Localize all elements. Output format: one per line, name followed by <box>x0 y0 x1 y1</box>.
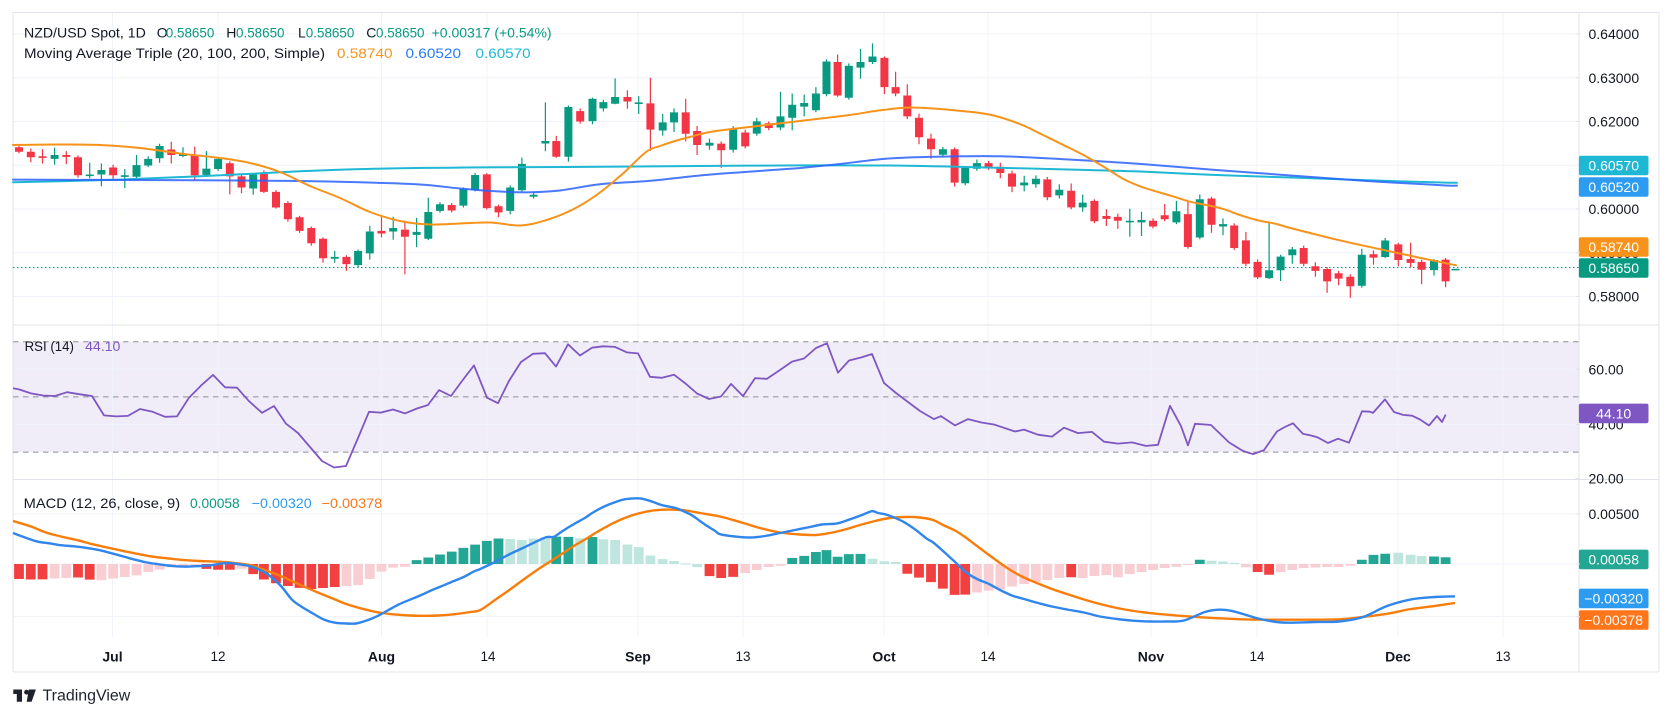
svg-text:0.64000: 0.64000 <box>1589 26 1640 42</box>
svg-text:Aug: Aug <box>368 648 395 664</box>
svg-text:−0.00378: −0.00378 <box>322 495 383 511</box>
svg-text:Moving Average Triple (20, 100: Moving Average Triple (20, 100, 200, Sim… <box>24 45 325 61</box>
svg-text:12: 12 <box>210 649 225 664</box>
svg-text:MACD (12, 26, close, 9): MACD (12, 26, close, 9) <box>24 495 180 511</box>
svg-text:0.60570: 0.60570 <box>476 45 531 61</box>
svg-text:L: L <box>298 25 306 41</box>
svg-text:0.58650: 0.58650 <box>1588 260 1639 276</box>
svg-text:Dec: Dec <box>1385 648 1411 664</box>
svg-text:0.58740: 0.58740 <box>337 45 393 61</box>
svg-text:0.62000: 0.62000 <box>1589 114 1640 130</box>
svg-text:44.10: 44.10 <box>85 338 120 354</box>
svg-text:0.00058: 0.00058 <box>190 495 240 511</box>
svg-text:−0.00320: −0.00320 <box>1584 590 1643 606</box>
svg-text:20.00: 20.00 <box>1589 470 1624 486</box>
svg-text:13: 13 <box>735 649 750 664</box>
svg-text:0.58650: 0.58650 <box>236 25 285 41</box>
svg-text:Nov: Nov <box>1138 648 1165 664</box>
svg-text:14: 14 <box>1249 649 1265 664</box>
svg-text:H: H <box>226 25 236 41</box>
svg-text:C: C <box>366 25 376 41</box>
svg-text:13: 13 <box>1495 649 1510 664</box>
svg-text:0.60520: 0.60520 <box>1588 179 1639 195</box>
svg-text:−0.00320: −0.00320 <box>252 495 312 511</box>
svg-text:0.60000: 0.60000 <box>1589 201 1640 217</box>
svg-text:TradingView: TradingView <box>43 688 132 705</box>
svg-text:+0.00317 (+0.54%): +0.00317 (+0.54%) <box>432 25 552 41</box>
svg-text:−0.00378: −0.00378 <box>1584 612 1643 628</box>
svg-text:O: O <box>157 25 168 41</box>
svg-text:14: 14 <box>980 649 996 664</box>
svg-text:Jul: Jul <box>102 648 122 664</box>
svg-text:0.60520: 0.60520 <box>406 45 462 61</box>
svg-text:0.58650: 0.58650 <box>376 25 425 41</box>
svg-text:RSI (14): RSI (14) <box>25 338 74 354</box>
svg-text:0.60570: 0.60570 <box>1588 158 1639 174</box>
svg-text:14: 14 <box>480 649 496 664</box>
svg-text:0.58740: 0.58740 <box>1588 239 1639 255</box>
svg-text:Sep: Sep <box>625 648 651 664</box>
svg-text:0.00058: 0.00058 <box>1588 551 1639 567</box>
svg-text:60.00: 60.00 <box>1589 361 1624 377</box>
svg-text:44.10: 44.10 <box>1596 405 1631 421</box>
svg-text:Oct: Oct <box>872 648 896 664</box>
svg-text:0.58000: 0.58000 <box>1589 289 1640 305</box>
svg-text:0.63000: 0.63000 <box>1589 70 1640 86</box>
svg-text:0.00500: 0.00500 <box>1589 506 1640 522</box>
svg-text:0.58650: 0.58650 <box>306 25 355 41</box>
svg-text:NZD/USD Spot, 1D: NZD/USD Spot, 1D <box>24 25 146 41</box>
svg-text:0.58650: 0.58650 <box>166 25 215 41</box>
